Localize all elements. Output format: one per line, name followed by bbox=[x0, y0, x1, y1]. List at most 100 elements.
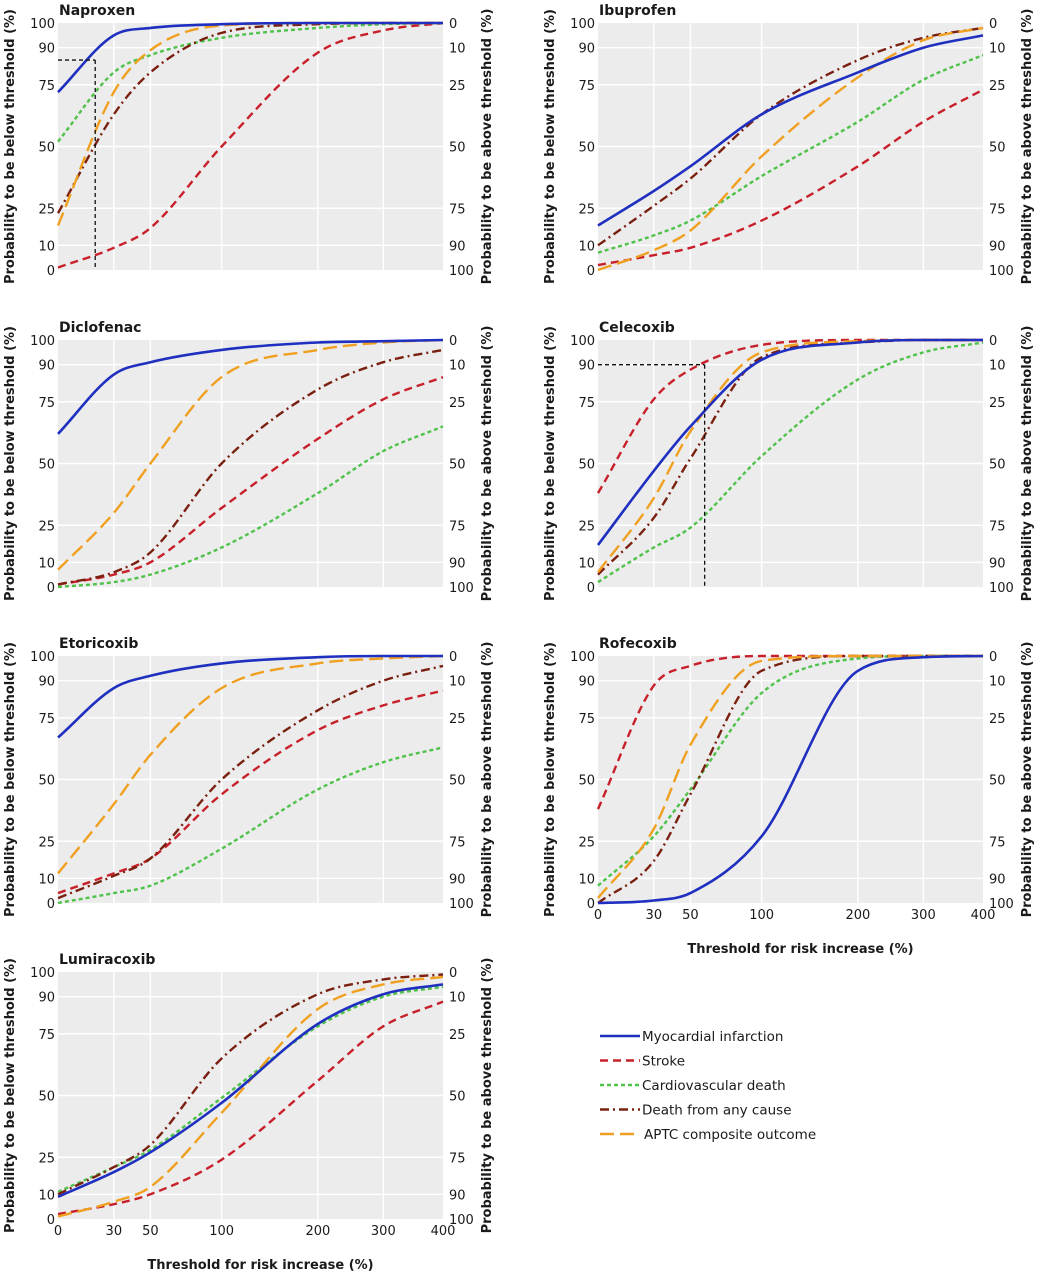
y-right-tick-label: 25 bbox=[449, 396, 466, 411]
y-left-tick-label: 90 bbox=[578, 359, 595, 374]
series-line-death-from-any-cause bbox=[57, 664, 444, 900]
y-right-tick-label: 25 bbox=[989, 79, 1006, 94]
y-right-tick-label: 0 bbox=[449, 966, 457, 981]
legend-item-myocardial-infarction: Myocardial infarction bbox=[600, 1029, 783, 1045]
legend-label: Stroke bbox=[642, 1054, 685, 1070]
y-right-tick-label: 0 bbox=[989, 334, 997, 349]
y-right-axis-title: Probability to be above threshold (%) bbox=[1020, 9, 1035, 285]
y-right-tick-label: 50 bbox=[989, 774, 1006, 789]
legend-item-aptc-composite-outcome: APTC composite outcome bbox=[600, 1127, 816, 1143]
legend-label: Cardiovascular death bbox=[642, 1078, 786, 1094]
y-right-tick-label: 50 bbox=[449, 774, 466, 789]
y-right-tick-label: 10 bbox=[449, 991, 466, 1006]
y-right-tick-label: 50 bbox=[449, 458, 466, 473]
y-right-tick-label: 75 bbox=[989, 519, 1006, 534]
y-right-axis-title: Probability to be above threshold (%) bbox=[1020, 326, 1035, 602]
y-right-tick-label: 90 bbox=[449, 239, 466, 254]
panel-title: Lumiracoxib bbox=[59, 952, 155, 968]
y-left-tick-label: 100 bbox=[30, 17, 55, 32]
x-tick-label: 400 bbox=[431, 1224, 456, 1239]
series-line-aptc-composite-outcome bbox=[597, 338, 983, 573]
legend-label: Myocardial infarction bbox=[642, 1029, 783, 1045]
series-line-death-from-any-cause bbox=[57, 348, 444, 586]
y-left-tick-label: 50 bbox=[38, 458, 55, 473]
y-left-tick-label: 50 bbox=[578, 774, 595, 789]
panel-etoricoxib: Etoricoxib0102550759010010090755025100Pr… bbox=[3, 636, 495, 917]
y-left-tick-label: 0 bbox=[587, 897, 595, 912]
y-left-tick-label: 0 bbox=[47, 581, 55, 596]
y-right-tick-label: 0 bbox=[449, 334, 457, 349]
y-right-tick-label: 50 bbox=[989, 458, 1006, 473]
series-line-cardiovascular-death bbox=[597, 53, 984, 254]
y-left-tick-label: 100 bbox=[30, 650, 55, 665]
series-line-myocardial-infarction bbox=[57, 983, 444, 1198]
series-line-stroke bbox=[597, 88, 984, 267]
y-right-tick-label: 75 bbox=[449, 519, 466, 534]
series-line-cardiovascular-death bbox=[57, 746, 444, 905]
y-left-tick-label: 100 bbox=[30, 334, 55, 349]
y-left-tick-label: 50 bbox=[578, 141, 595, 156]
y-right-tick-label: 100 bbox=[989, 897, 1014, 912]
y-right-tick-label: 75 bbox=[449, 835, 466, 850]
y-left-tick-label: 10 bbox=[578, 556, 595, 571]
y-left-tick-label: 0 bbox=[587, 264, 595, 279]
y-left-tick-label: 75 bbox=[38, 712, 55, 727]
y-right-tick-label: 90 bbox=[449, 1188, 466, 1203]
y-right-tick-label: 10 bbox=[449, 675, 466, 690]
series-group bbox=[57, 21, 444, 269]
y-left-tick-label: 75 bbox=[38, 396, 55, 411]
x-tick-label: 30 bbox=[646, 908, 663, 923]
y-right-axis-title: Probability to be above threshold (%) bbox=[480, 642, 495, 918]
x-axis-title: Threshold for risk increase (%) bbox=[147, 1258, 373, 1273]
y-right-tick-label: 0 bbox=[989, 17, 997, 32]
y-right-tick-label: 75 bbox=[449, 202, 466, 217]
x-tick-label: 0 bbox=[594, 908, 602, 923]
series-line-death-from-any-cause bbox=[57, 973, 444, 1196]
x-axis-title: Threshold for risk increase (%) bbox=[687, 942, 913, 957]
y-right-tick-label: 75 bbox=[989, 202, 1006, 217]
series-line-cardiovascular-death bbox=[597, 341, 984, 584]
y-left-axis-title: Probability to be below threshold (%) bbox=[3, 958, 18, 1233]
y-right-tick-label: 10 bbox=[989, 675, 1006, 690]
series-line-aptc-composite-outcome bbox=[597, 26, 984, 272]
panel-title: Etoricoxib bbox=[59, 636, 138, 652]
series-line-myocardial-infarction bbox=[597, 34, 984, 227]
y-right-axis-title: Probability to be above threshold (%) bbox=[480, 326, 495, 602]
panel-title: Celecoxib bbox=[599, 320, 675, 336]
x-tick-label: 100 bbox=[749, 908, 774, 923]
y-right-tick-label: 25 bbox=[989, 396, 1006, 411]
series-line-myocardial-infarction bbox=[57, 654, 443, 739]
y-left-tick-label: 25 bbox=[578, 519, 595, 534]
y-left-tick-label: 100 bbox=[570, 650, 595, 665]
x-tick-label: 50 bbox=[142, 1224, 159, 1239]
series-line-cardiovascular-death bbox=[57, 425, 444, 589]
y-left-tick-label: 10 bbox=[578, 872, 595, 887]
series-line-stroke bbox=[57, 689, 444, 895]
panel-title: Naproxen bbox=[59, 3, 135, 19]
x-tick-label: 300 bbox=[371, 1224, 396, 1239]
panel-rofecoxib: Rofecoxib0102550759010010090755025100Pro… bbox=[543, 636, 1035, 957]
y-right-tick-label: 10 bbox=[449, 359, 466, 374]
y-left-tick-label: 50 bbox=[38, 1090, 55, 1105]
y-right-tick-label: 90 bbox=[989, 872, 1006, 887]
y-left-tick-label: 0 bbox=[47, 264, 55, 279]
y-right-tick-label: 25 bbox=[449, 79, 466, 94]
series-line-aptc-composite-outcome bbox=[57, 654, 444, 875]
y-right-tick-label: 50 bbox=[449, 1090, 466, 1105]
panel-lumiracoxib: Lumiracoxib0102550759010010090755025100P… bbox=[3, 952, 495, 1273]
y-left-tick-label: 90 bbox=[38, 42, 55, 57]
y-left-tick-label: 75 bbox=[578, 712, 595, 727]
y-left-tick-label: 75 bbox=[578, 396, 595, 411]
y-left-tick-label: 75 bbox=[38, 79, 55, 94]
y-left-tick-label: 50 bbox=[38, 774, 55, 789]
panel-title: Ibuprofen bbox=[599, 3, 676, 19]
panel-title: Diclofenac bbox=[59, 320, 141, 336]
y-right-tick-label: 100 bbox=[449, 581, 474, 596]
y-right-tick-label: 100 bbox=[449, 264, 474, 279]
legend-item-cardiovascular-death: Cardiovascular death bbox=[600, 1078, 786, 1094]
y-left-tick-label: 10 bbox=[38, 556, 55, 571]
y-right-tick-label: 0 bbox=[449, 650, 457, 665]
y-left-tick-label: 25 bbox=[38, 519, 55, 534]
panel-diclofenac: Diclofenac0102550759010010090755025100Pr… bbox=[3, 320, 495, 601]
